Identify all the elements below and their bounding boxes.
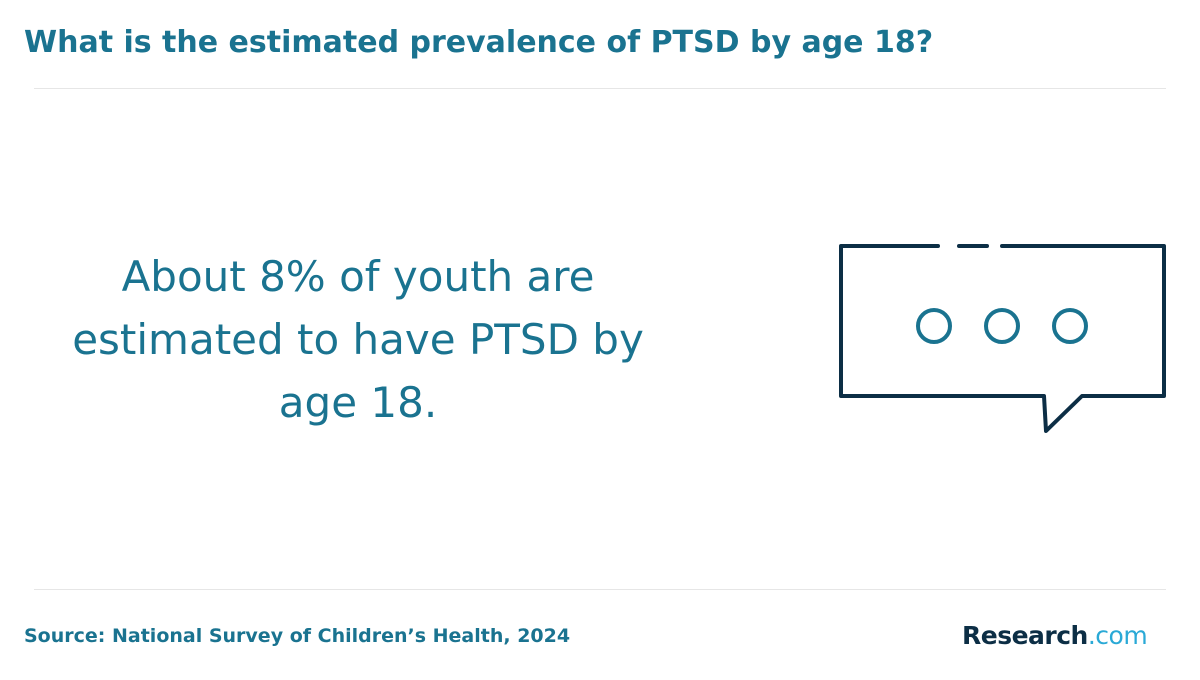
source-citation: Source: National Survey of Children’s He… xyxy=(24,625,571,647)
speech-bubble-frame xyxy=(839,244,1166,433)
logo-tld-text: .com xyxy=(1087,621,1148,650)
speech-bubble-ellipsis-icon xyxy=(839,244,1166,433)
ellipsis-dot xyxy=(916,308,952,344)
logo-main-text: Research xyxy=(962,621,1088,650)
ellipsis-dots xyxy=(916,308,1088,344)
header-divider xyxy=(34,88,1166,89)
page-title: What is the estimated prevalence of PTSD… xyxy=(24,25,934,60)
ellipsis-dot xyxy=(984,308,1020,344)
speech-bubble-outline xyxy=(839,244,1166,433)
footer-divider xyxy=(34,589,1166,590)
research-com-logo: Research.com xyxy=(962,619,1148,653)
key-statement: About 8% of youth are estimated to have … xyxy=(72,252,644,427)
ellipsis-dot xyxy=(1052,308,1088,344)
